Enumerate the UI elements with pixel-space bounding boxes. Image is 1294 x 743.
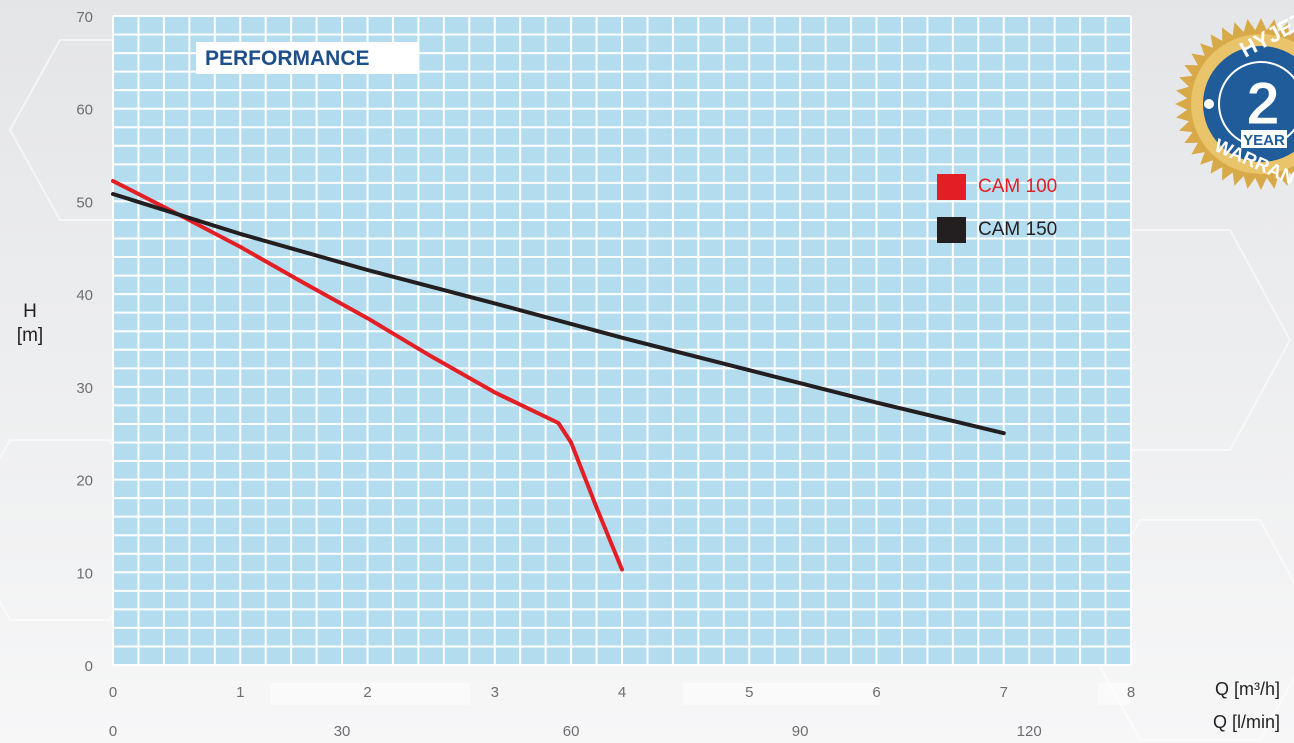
x-tick-label-m3h: 8: [1127, 684, 1135, 701]
y-tick-label: 70: [76, 9, 93, 26]
x-tick-label-m3h: 0: [109, 684, 117, 701]
series-line-cam-100: [111, 179, 624, 572]
y-tick-label: 20: [76, 473, 93, 490]
x-tick-label-m3h: 2: [363, 684, 371, 701]
x-tick-label-lmin: 90: [792, 723, 809, 740]
x-tick-label-lmin: 60: [563, 723, 580, 740]
y-tick-label: 10: [76, 565, 93, 582]
grid-lines: [112, 15, 1132, 666]
legend-label-cam-100: CAM 100: [978, 176, 1058, 197]
x-band-segment: [683, 683, 880, 705]
x-tick-label-m3h: 1: [236, 684, 244, 701]
badge-year: YEAR: [1243, 132, 1285, 149]
x-tick-label-m3h: 3: [491, 684, 499, 701]
legend-item-cam-150: CAM 150: [937, 217, 1057, 243]
y-axis-label: H [m]: [0, 300, 60, 348]
y-axis-label-unit: [m]: [16, 325, 44, 346]
y-axis-label-symbol: H: [23, 301, 37, 322]
legend-swatch-cam-100: [937, 174, 966, 200]
x-axis-label-lmin: Q [l/min]: [1212, 712, 1280, 732]
x-tick-label-lmin: 120: [1017, 723, 1042, 740]
x-tick-label-lmin: 30: [334, 723, 351, 740]
y-tick-label: 0: [85, 658, 93, 675]
series-lines: [111, 179, 1006, 572]
legend-label-cam-150: CAM 150: [978, 219, 1058, 240]
badge-number: 2: [1246, 70, 1279, 137]
x-axis-ticks-lmin: 0 30 60 90 120: [109, 723, 1042, 740]
legend-item-cam-100: CAM 100: [937, 174, 1057, 200]
y-axis-ticks: 0 10 20 30 40 50 60 70: [76, 9, 93, 675]
x-band-segment: [270, 683, 470, 705]
y-tick-label: 50: [76, 194, 93, 211]
y-tick-label: 30: [76, 380, 93, 397]
series-line-cam-150: [111, 192, 1006, 436]
x-tick-label-lmin: 0: [109, 723, 117, 740]
x-axis-ticks-m3h: 0 1 2 3 4 5 6 7 8: [109, 684, 1135, 701]
x-tick-label-m3h: 4: [618, 684, 626, 701]
warranty-badge: HYJET 2 YEAR WARRANTY: [1175, 12, 1294, 194]
x-tick-label-m3h: 5: [745, 684, 753, 701]
y-tick-label: 40: [76, 287, 93, 304]
chart-title: PERFORMANCE: [196, 42, 418, 74]
x-axis-band: [270, 683, 1131, 705]
x-band-segment: [1098, 683, 1131, 705]
badge-dot-icon: [1204, 99, 1214, 109]
x-tick-label-m3h: 6: [872, 684, 880, 701]
badge-year-box: [1241, 130, 1287, 148]
x-tick-label-m3h: 7: [1000, 684, 1008, 701]
legend-swatch-cam-150: [937, 217, 966, 243]
y-tick-label: 60: [76, 102, 93, 119]
x-axis-label-m3h: Q [m³/h]: [1214, 679, 1280, 699]
